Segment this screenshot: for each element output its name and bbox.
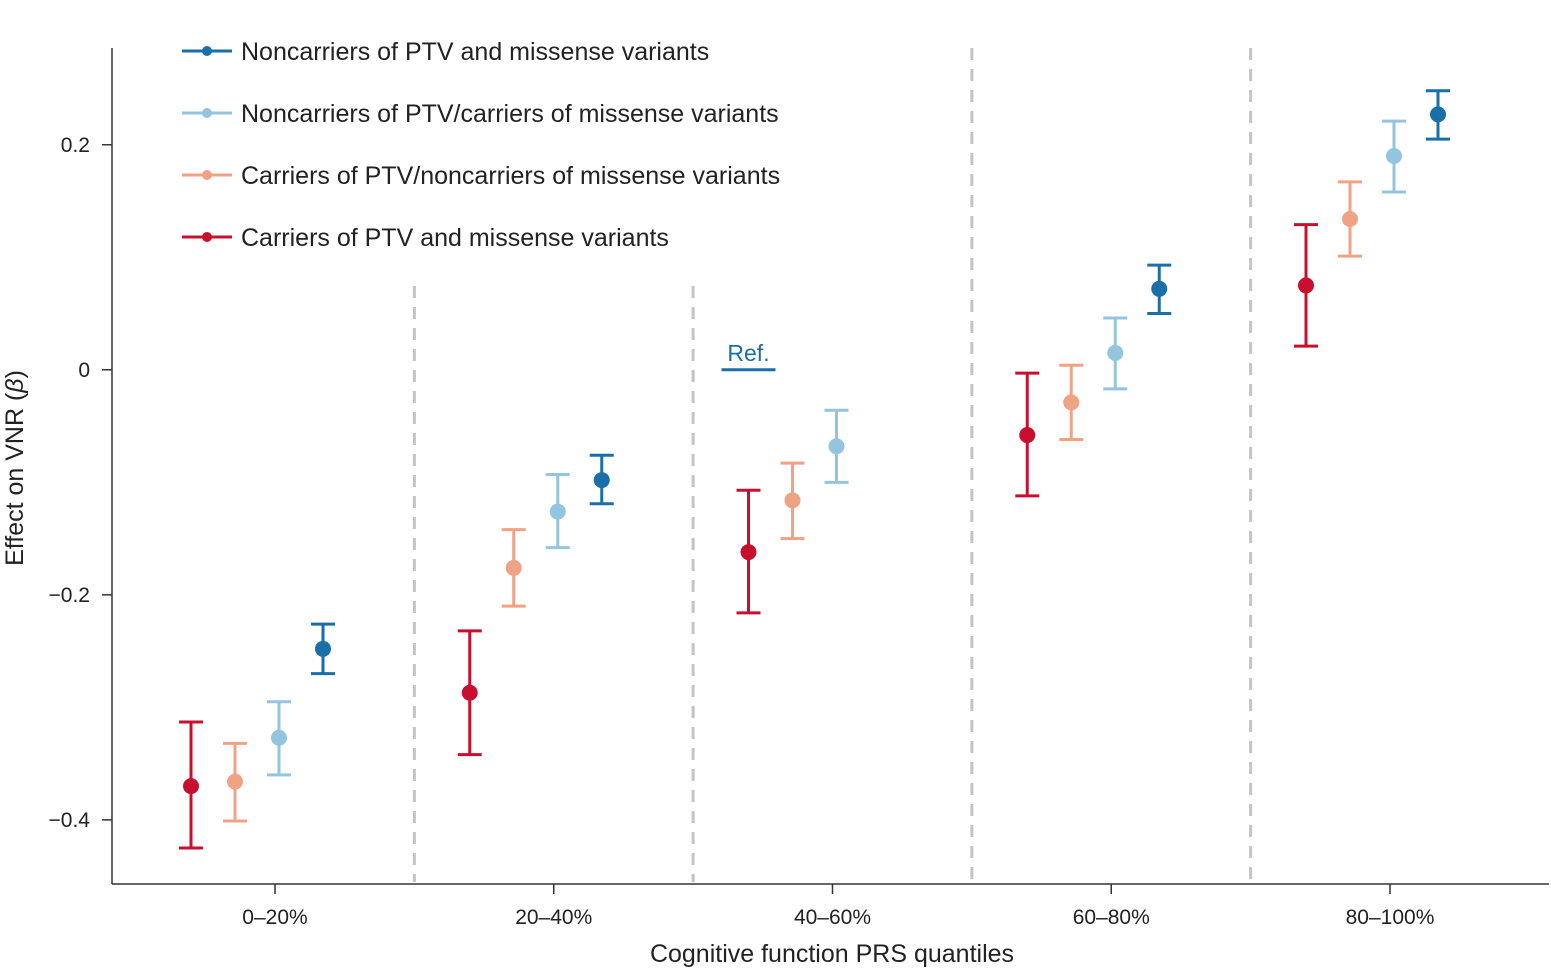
y-tick-label: −0.4 (49, 809, 91, 832)
data-series (179, 89, 1450, 850)
series-group (223, 180, 1362, 823)
data-point (784, 492, 801, 509)
data-point (1342, 211, 1358, 228)
x-tick-label: 0–20% (242, 906, 307, 929)
data-point (1107, 344, 1124, 361)
data-point (227, 773, 243, 790)
y-axis-title-prefix: Effect on VNR ( (1, 392, 29, 566)
legend-label: Noncarriers of PTV and missense variants (241, 38, 709, 66)
y-axis-title-symbol: β (1, 378, 29, 393)
data-point (828, 438, 845, 455)
y-tick-label: −0.2 (49, 584, 90, 607)
data-point (1019, 427, 1036, 444)
data-point (461, 684, 478, 701)
series-group (267, 119, 1406, 777)
legend: Noncarriers of PTV and missense variants… (182, 38, 780, 252)
x-tick-label: 80–100% (1346, 906, 1435, 929)
legend-swatch-dot (202, 170, 212, 180)
y-axis-title: Effect on VNR (β) (1, 370, 29, 566)
data-point (1298, 277, 1314, 294)
series-group (179, 223, 1318, 850)
data-point (315, 640, 331, 657)
y-tick-label: 0.2 (61, 134, 90, 157)
data-point (549, 503, 566, 520)
y-ticks: 0.2 0 −0.2 −0.4 (49, 134, 112, 832)
series-group (311, 89, 1450, 676)
data-point (1430, 106, 1446, 123)
x-tick-label: 20–40% (515, 906, 592, 929)
legend-swatch-dot (202, 46, 212, 56)
legend-label: Carriers of PTV/noncarriers of missense … (241, 162, 780, 190)
x-tick-label: 60–80% (1073, 906, 1150, 929)
legend-label: Noncarriers of PTV/carriers of missense … (241, 100, 779, 128)
y-axis-title-suffix: ) (1, 370, 29, 378)
category-dividers (412, 48, 1253, 882)
data-point (1386, 148, 1402, 165)
x-ticks: 0–20% 20–40% 40–60% 60–80% 80–100% (242, 884, 1434, 929)
data-point (271, 729, 287, 746)
data-point (740, 544, 757, 561)
legend-label: Carriers of PTV and missense variants (241, 224, 669, 252)
data-point (1063, 394, 1080, 411)
axes (111, 48, 1549, 885)
data-point (593, 472, 610, 489)
reference-marker: Ref. (721, 340, 776, 372)
data-point (183, 778, 199, 795)
x-axis-title: Cognitive function PRS quantiles (650, 940, 1014, 968)
data-point (1151, 280, 1168, 297)
x-tick-label: 40–60% (794, 906, 871, 929)
legend-swatch-dot (202, 232, 212, 242)
legend-swatch-dot (202, 108, 212, 118)
y-tick-label: 0 (78, 359, 90, 382)
data-point (505, 559, 522, 576)
reference-label: Ref. (727, 340, 769, 366)
